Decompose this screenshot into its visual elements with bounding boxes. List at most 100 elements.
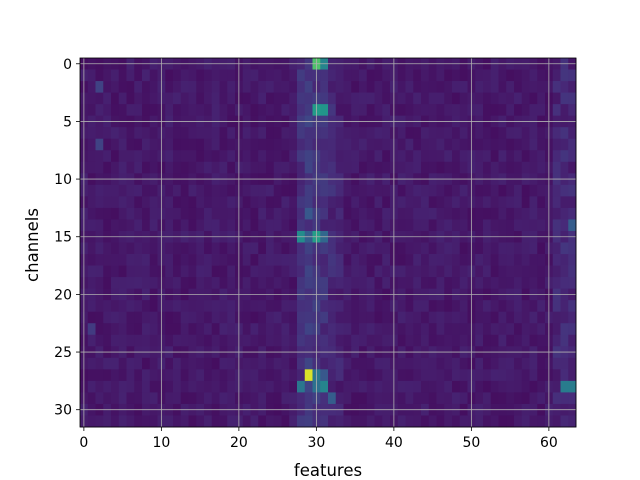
heatmap-cell (204, 92, 213, 105)
heatmap-cell (514, 219, 523, 232)
heatmap-cell (149, 311, 158, 324)
heatmap-cell (374, 81, 383, 93)
heatmap-cell (452, 254, 461, 266)
heatmap-cell (219, 415, 228, 428)
heatmap-cell (134, 369, 143, 382)
heatmap-cell (529, 92, 538, 105)
heatmap-cell (126, 277, 135, 290)
heatmap-cell (328, 196, 337, 209)
y-tick-label: 5 (63, 114, 72, 130)
heatmap-cell (297, 184, 306, 197)
heatmap-cell (211, 207, 220, 220)
heatmap-cell (343, 265, 352, 278)
heatmap-cell (436, 323, 445, 336)
heatmap-cell (428, 207, 437, 220)
heatmap-cell (103, 311, 112, 324)
heatmap-cell (397, 69, 406, 82)
heatmap-cell (359, 369, 368, 382)
heatmap-cell (359, 415, 368, 428)
heatmap-cell (227, 380, 236, 393)
heatmap-cell (149, 265, 158, 278)
heatmap-cell (436, 184, 445, 197)
heatmap-cell (328, 323, 337, 336)
heatmap-cell (242, 311, 251, 324)
heatmap-cell (521, 219, 530, 232)
heatmap-cell (552, 150, 561, 163)
heatmap-cell (397, 392, 406, 405)
heatmap-cell (490, 184, 499, 197)
heatmap-cell (134, 323, 143, 336)
heatmap-cell (142, 138, 151, 151)
heatmap-cell (149, 219, 158, 232)
heatmap-cell (343, 369, 352, 382)
heatmap-cell (421, 265, 430, 278)
heatmap-cell (405, 277, 414, 290)
heatmap-cell (436, 334, 445, 347)
heatmap-cell (498, 369, 507, 382)
heatmap-cell (560, 392, 569, 405)
heatmap-cell (111, 104, 120, 117)
heatmap-cell (320, 277, 329, 290)
heatmap-cell (304, 184, 313, 197)
heatmap-cell (382, 311, 391, 324)
heatmap-cell (483, 380, 492, 393)
heatmap-cell (366, 323, 375, 336)
heatmap-cell (320, 184, 329, 197)
heatmap-cell (142, 357, 151, 370)
heatmap-cell (382, 380, 391, 393)
heatmap-cell (142, 92, 151, 105)
heatmap-cell (421, 127, 430, 140)
heatmap-cell (118, 161, 127, 174)
heatmap-cell (560, 184, 569, 197)
heatmap-cell (343, 334, 352, 347)
heatmap-cell (529, 311, 538, 324)
heatmap-cell (242, 69, 251, 82)
heatmap-cell (273, 184, 282, 197)
heatmap-cell (421, 334, 430, 347)
heatmap-cell (289, 323, 298, 336)
heatmap-cell (382, 207, 391, 220)
heatmap-cell (258, 300, 267, 313)
heatmap-cell (250, 242, 259, 255)
heatmap-cell (343, 138, 352, 151)
heatmap-cell (180, 369, 189, 382)
heatmap-cell (343, 161, 352, 174)
heatmap-cell (374, 334, 383, 347)
heatmap-cell (366, 415, 375, 428)
heatmap-cell (165, 392, 174, 405)
heatmap-cell (521, 277, 530, 290)
heatmap-cell (304, 104, 313, 117)
heatmap-cell (289, 81, 298, 93)
heatmap-cell (328, 242, 337, 255)
heatmap-cell (351, 323, 360, 336)
heatmap-cell (568, 219, 577, 232)
heatmap-cell (537, 323, 546, 336)
heatmap-cell (180, 380, 189, 393)
heatmap-cell (126, 127, 135, 140)
heatmap-cell (490, 196, 499, 209)
heatmap-cell (405, 184, 414, 197)
heatmap-cell (258, 415, 267, 428)
heatmap-cell (459, 323, 468, 336)
heatmap-cell (475, 415, 484, 428)
heatmap-cell (258, 277, 267, 290)
heatmap-cell (529, 207, 538, 220)
heatmap-cell (405, 219, 414, 232)
heatmap-cell (111, 127, 120, 140)
heatmap-cell (227, 265, 236, 278)
heatmap-cell (343, 357, 352, 370)
heatmap-cell (126, 242, 135, 255)
heatmap-cell (204, 150, 213, 163)
heatmap-cell (273, 254, 282, 266)
heatmap-cell (421, 357, 430, 370)
heatmap-cell (219, 392, 228, 405)
heatmap-cell (219, 323, 228, 336)
heatmap-cell (382, 92, 391, 105)
heatmap-cell (297, 242, 306, 255)
heatmap-cell (219, 380, 228, 393)
heatmap-cell (483, 242, 492, 255)
heatmap-cell (180, 242, 189, 255)
heatmap-cell (258, 207, 267, 220)
heatmap-cell (359, 161, 368, 174)
heatmap-cell (250, 219, 259, 232)
